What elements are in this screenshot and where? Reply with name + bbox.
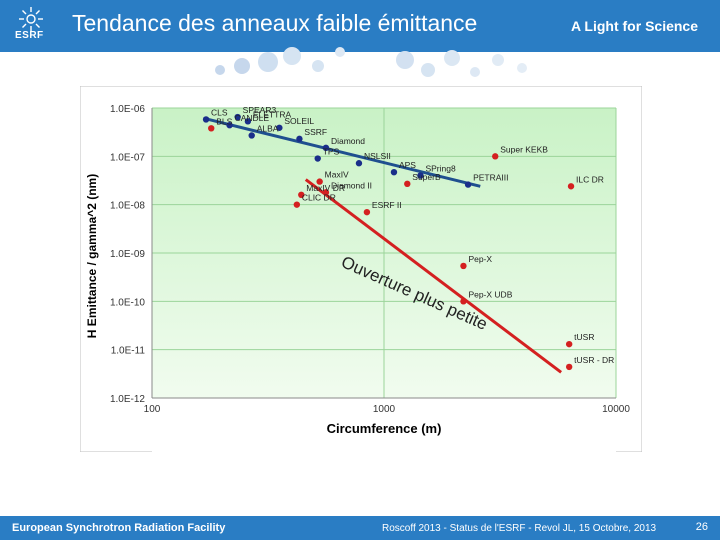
point-label: Pep-X (468, 254, 492, 264)
y-tick-label: 1.0E-09 (110, 249, 145, 260)
point-label: CLS (211, 107, 228, 117)
footer-caption: Roscoff 2013 - Status de l'ESRF - Revol … (382, 523, 657, 534)
data-point (363, 208, 371, 216)
point-label: SuperB (412, 172, 441, 182)
point-label: Pep-X UDB (468, 289, 512, 299)
point-label: BLS (216, 116, 232, 126)
point-label: Super KEKB (500, 144, 548, 154)
point-label: ESRF II (372, 200, 402, 210)
trend-line (304, 178, 563, 374)
data-point (460, 298, 467, 305)
tagline: A Light for Science (570, 18, 698, 34)
point-label: SSRF (304, 127, 327, 137)
point-label: CLIC DR (302, 193, 336, 203)
data-point (492, 153, 499, 160)
y-tick-label: 1.0E-10 (110, 297, 145, 308)
data-point (565, 363, 573, 371)
data-point (293, 201, 301, 208)
point-label: ALBA (257, 123, 279, 133)
point-label: CANDLE (235, 113, 270, 123)
x-tick-label: 10000 (602, 404, 630, 415)
data-point (226, 122, 233, 129)
data-point (276, 124, 283, 131)
data-point (464, 181, 472, 188)
data-point (314, 155, 321, 162)
data-point (404, 180, 411, 188)
point-label: MaxIV DR (306, 183, 345, 193)
data-point (298, 191, 305, 199)
point-label: ELETTRA (253, 109, 292, 119)
point-label: SOLEIL (284, 116, 314, 126)
point-label: NSLSII (364, 151, 391, 161)
data-point (316, 178, 323, 185)
data-point (567, 183, 575, 190)
header-bar: ESRF Tendance des anneaux faible émittan… (0, 0, 720, 52)
point-label: tUSR (574, 332, 594, 342)
y-tick-label: 1.0E-11 (111, 346, 146, 357)
data-point (296, 135, 303, 143)
data-point (322, 189, 330, 196)
data-point (322, 144, 330, 152)
y-tick-label: 1.0E-12 (110, 394, 145, 405)
x-axis-label: Circumference (m) (327, 421, 442, 436)
page-number: 26 (695, 521, 708, 533)
point-label: SPring8 (425, 164, 456, 174)
data-point (248, 132, 255, 139)
data-point (202, 116, 210, 123)
footer-bar: European Synchrotron Radiation Facility … (0, 516, 720, 540)
footer-org: European Synchrotron Radiation Facility (12, 522, 226, 534)
decorative-dots (215, 47, 527, 77)
point-label: tUSR - DR (574, 355, 614, 365)
data-point (355, 160, 363, 167)
y-tick-label: 1.0E-07 (110, 152, 145, 163)
esrf-logo-icon (19, 7, 43, 31)
x-tick-label: 100 (144, 404, 161, 415)
point-label: Diamond II (331, 180, 372, 190)
point-label: TPS (323, 147, 340, 157)
y-tick-label: 1.0E-08 (110, 201, 145, 212)
point-label: MaxIV (325, 170, 349, 180)
y-axis-label: H Emittance / gamma^2 (nm) (85, 174, 99, 338)
point-label: ILC DR (576, 174, 604, 184)
y-tick-label: 1.0E-06 (110, 104, 145, 115)
data-point (417, 172, 424, 179)
data-point (234, 113, 241, 121)
data-point (460, 262, 467, 270)
logo-text: ESRF (15, 30, 44, 41)
data-point (208, 125, 215, 132)
point-label: APS (399, 160, 416, 170)
chart-container: CLS SPEAR3 ELETTRA CANDLE SOLEIL ALBA SSRF Diam… (79, 85, 643, 453)
point-label: Diamond (331, 136, 365, 146)
trend-line (205, 117, 481, 188)
data-point (565, 340, 573, 348)
point-label: PETRAIII (473, 173, 508, 183)
x-tick-label: 1000 (373, 404, 396, 415)
point-label: SPEAR3 (243, 105, 277, 115)
data-point (390, 168, 398, 176)
data-point (244, 118, 252, 125)
page-title: Tendance des anneaux faible émittance (72, 10, 478, 36)
